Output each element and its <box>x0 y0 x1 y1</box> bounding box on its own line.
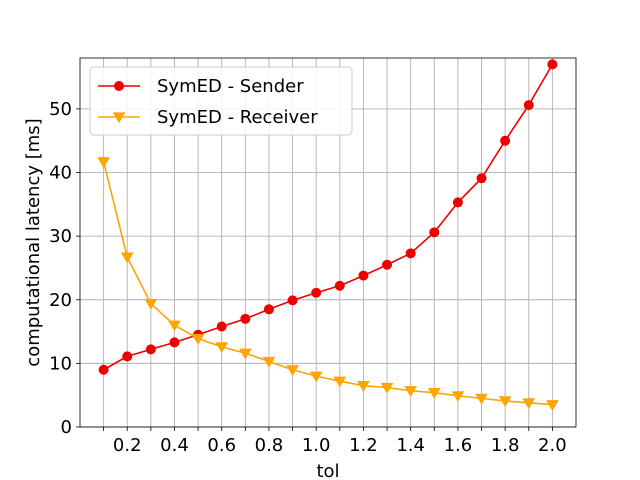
data-point <box>429 227 440 238</box>
data-point <box>309 371 323 383</box>
axes: 0 10 20 30 40 50 0.2 0.4 0.6 0.8 1.0 1.2 1.4 1.6 1.8 2.… <box>49 57 577 456</box>
y-tick-label: 50 <box>49 99 72 120</box>
data-point <box>97 157 110 168</box>
x-tick-label: 2.0 <box>538 435 567 456</box>
data-point <box>382 259 393 270</box>
data-point <box>334 280 345 291</box>
data-point <box>263 304 274 315</box>
x-tick-label: 1.4 <box>396 435 425 456</box>
data-point <box>169 337 180 348</box>
data-point <box>145 344 156 355</box>
data-point <box>547 59 558 70</box>
y-tick-label: 40 <box>49 163 72 184</box>
data-point <box>216 321 227 332</box>
data-point <box>546 400 559 411</box>
legend-marker <box>114 81 124 91</box>
data-point <box>404 386 418 397</box>
data-point <box>311 287 322 298</box>
series-line <box>102 161 553 406</box>
legend-label: SymED - Receiver <box>157 107 318 128</box>
x-tick-label: 0.2 <box>113 435 142 456</box>
y-tick-label: 10 <box>49 353 72 374</box>
legend-marker <box>112 112 126 124</box>
data-point <box>240 313 251 324</box>
data-point <box>380 382 394 394</box>
legend-entry[interactable]: SymED - Sender <box>98 76 304 97</box>
x-tick-label: 1.2 <box>349 435 378 456</box>
data-point <box>238 348 252 360</box>
data-point <box>168 320 181 332</box>
data-point <box>522 398 536 410</box>
x-tick-label: 0.4 <box>160 435 189 456</box>
series-group <box>97 59 559 411</box>
x-tick-label: 0.6 <box>207 435 236 456</box>
data-point <box>122 351 133 362</box>
data-point <box>498 396 512 408</box>
x-tick-label: 1.8 <box>491 435 520 456</box>
data-point <box>451 391 465 403</box>
data-point <box>452 197 463 208</box>
legend-label: SymED - Sender <box>157 76 304 97</box>
data-point <box>523 100 534 111</box>
data-point <box>98 364 109 375</box>
y-tick-label: 0 <box>61 417 72 438</box>
data-point <box>191 333 205 345</box>
data-point <box>333 376 347 388</box>
data-point <box>357 381 370 392</box>
x-tick-label: 1.0 <box>302 435 331 456</box>
data-point <box>405 248 416 259</box>
y-tick-label: 30 <box>49 226 72 247</box>
data-point <box>287 295 298 306</box>
legend-entry[interactable]: SymED - Receiver <box>98 107 318 128</box>
x-tick-label: 0.8 <box>255 435 284 456</box>
data-point <box>500 135 511 146</box>
plot-frame <box>79 57 577 428</box>
legend[interactable]: SymED - Sender SymED - Receiver <box>89 66 353 136</box>
x-axis-title: tol <box>316 461 339 480</box>
data-point <box>144 298 158 310</box>
y-axis-title: computational latency [ms] <box>23 118 44 366</box>
legend-box <box>89 66 353 136</box>
data-point <box>286 365 299 376</box>
series-sender <box>98 59 558 375</box>
data-point <box>262 356 276 368</box>
data-point <box>120 252 134 264</box>
data-point <box>358 270 369 281</box>
data-point <box>215 342 229 354</box>
data-point <box>427 388 441 399</box>
y-tick-label: 20 <box>49 290 72 311</box>
series-receiver <box>97 157 559 411</box>
data-point <box>476 173 487 184</box>
data-point <box>475 393 488 405</box>
x-tick-label: 1.6 <box>444 435 473 456</box>
